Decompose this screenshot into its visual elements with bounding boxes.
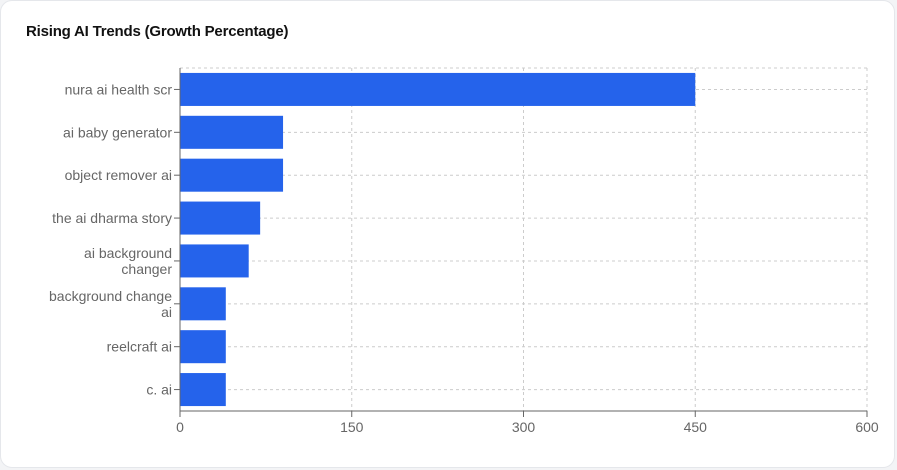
x-tick-label: 0 (176, 419, 184, 435)
x-tick-label: 150 (340, 419, 364, 435)
axes (174, 68, 868, 417)
y-tick-label: object remover ai (65, 167, 172, 183)
bar (180, 287, 226, 321)
x-tick-label: 450 (684, 419, 708, 435)
y-tick-label: c. ai (146, 382, 172, 398)
y-tick-label: ai baby generator (63, 124, 172, 140)
axis-labels: 0 150 300 450 600 nura ai health scr ai baby g… (49, 81, 879, 435)
bar (180, 115, 284, 149)
y-tick-label: reelcraft ai (107, 339, 172, 355)
bars (180, 72, 696, 407)
chart-title: Rising AI Trends (Growth Percentage) (26, 23, 289, 40)
bar (180, 330, 226, 364)
bar (180, 72, 696, 106)
bar (180, 201, 261, 235)
y-tick-label: nura ai health scr (65, 81, 173, 97)
bar (180, 373, 226, 407)
bar (180, 158, 284, 192)
y-tick-label: background change ai (49, 288, 172, 320)
y-tick-label: ai background changer (84, 245, 172, 277)
x-tick-label: 300 (512, 419, 536, 435)
grid (179, 67, 868, 411)
y-tick-label: the ai dharma story (52, 210, 172, 226)
bar (180, 244, 249, 278)
x-tick-label: 600 (855, 419, 879, 435)
